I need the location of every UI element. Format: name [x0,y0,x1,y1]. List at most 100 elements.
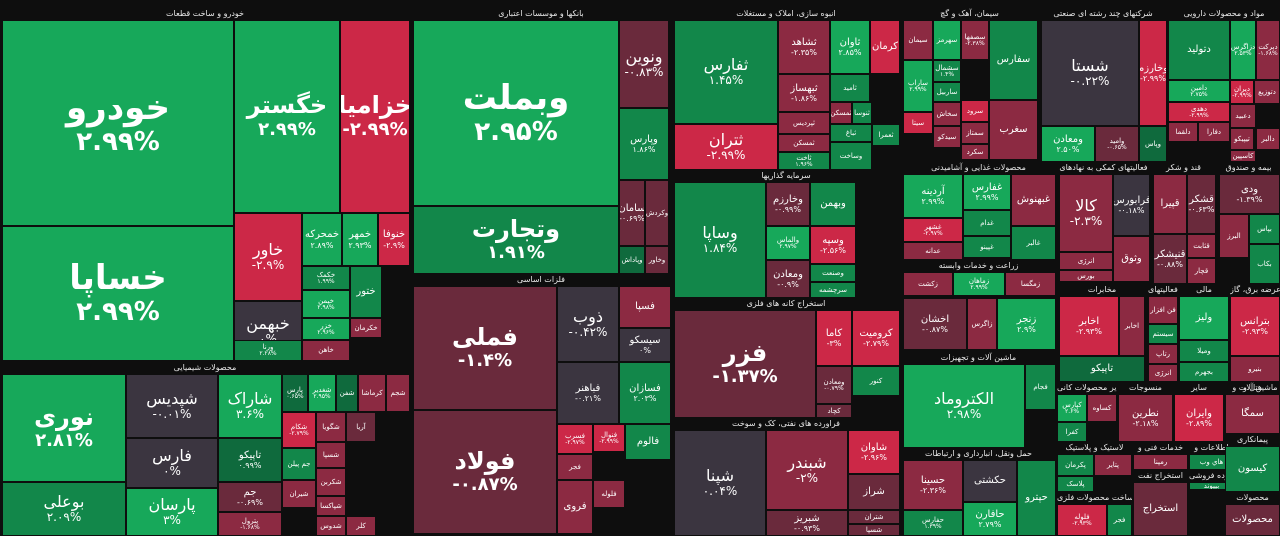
stock-tile[interactable]: سیسکو ۰% [619,328,671,362]
stock-tile[interactable]: قثابت [1187,234,1216,258]
stock-tile[interactable]: غالبر [1011,226,1056,260]
stock-tile[interactable]: سامان -۰.۶۹% [619,180,645,246]
stock-tile[interactable]: ورنا ۲.۲۸% [234,340,302,361]
stock-tile[interactable]: ودی -۱.۳۹% [1219,174,1280,214]
stock-tile[interactable]: خودرو ۲.۹۹% [2,20,234,226]
stock-tile[interactable]: پلاسک [1057,476,1094,492]
stock-tile[interactable]: سکرد [961,144,989,160]
stock-tile[interactable]: ومعادن ۲.۵۰% [1041,126,1095,162]
stock-tile[interactable]: فسرب -۲.۹۷% [557,424,593,454]
stock-tile[interactable]: بپاس [1249,214,1280,244]
stock-tile[interactable]: شجم [386,374,410,412]
stock-tile[interactable]: رتاپ [1148,344,1178,364]
stock-tile[interactable]: سرود [961,100,989,122]
stock-tile[interactable]: کرمان [870,20,900,74]
stock-tile[interactable]: ثبهساز -۱.۸۶% [778,74,830,112]
stock-tile[interactable]: ثنوسا [852,102,872,124]
stock-tile[interactable]: بکاب [1249,244,1280,284]
stock-tile[interactable]: شگویا [316,412,346,442]
stock-tile[interactable]: فنوال -۲.۹۹% [593,424,625,452]
stock-tile[interactable]: فسازان ۲.۰۳% [619,362,671,424]
stock-tile[interactable]: وایران -۲.۸۹% [1174,394,1224,442]
stock-tile[interactable]: وپاداش [619,246,645,274]
stock-tile[interactable]: پتایر [1094,454,1132,476]
stock-tile[interactable]: دعبید [1230,104,1256,128]
stock-tile[interactable]: شفن [336,374,358,412]
stock-tile[interactable]: پارس ۰.۶۵% [282,374,308,412]
stock-tile[interactable]: دفارا [1198,122,1230,142]
stock-tile[interactable]: غپینو [963,236,1011,258]
stock-tile[interactable]: پترول -۱.۶۸% [218,512,282,536]
stock-tile[interactable]: شپاکسا [316,496,346,516]
stock-tile[interactable]: خساپا ۲.۹۹% [2,226,234,361]
stock-tile[interactable]: ثعمرا [872,124,900,146]
stock-tile[interactable]: سغرب [989,100,1038,160]
stock-tile[interactable]: وامید -۰.۶۵% [1095,126,1139,162]
stock-tile[interactable]: دهدی -۲.۹۹% [1168,102,1230,122]
stock-tile[interactable]: ثمسکن [830,102,852,124]
stock-tile[interactable]: فملی -۱.۴% [413,286,557,410]
stock-tile[interactable]: غفارس ۲.۹۹% [963,174,1011,210]
stock-tile[interactable]: انرژی [1059,252,1113,270]
stock-tile[interactable]: ساربیل [933,82,961,102]
stock-tile[interactable]: خکمک ۱.۹۹% [302,266,350,290]
stock-tile[interactable]: سیتا [903,112,933,134]
stock-tile[interactable]: خمهر ۲.۹۳% [342,213,378,266]
stock-tile[interactable]: عدانه [903,242,963,260]
stock-tile[interactable]: خمحرکه ۲.۸۹% [302,213,342,266]
stock-tile[interactable]: شراز [848,474,900,510]
stock-tile[interactable]: ختور [350,266,382,318]
stock-tile[interactable]: ومعادن -۰.۹% [766,260,810,298]
stock-tile[interactable]: غدام [963,210,1011,236]
stock-tile[interactable]: خاهن [302,340,350,361]
stock-tile[interactable]: سهرمز [933,20,961,60]
stock-tile[interactable]: کاسپین [1230,150,1256,162]
stock-tile[interactable]: کلر [346,516,376,536]
stock-tile[interactable]: فلوله [593,480,625,508]
stock-tile[interactable]: سمتاز [961,122,989,144]
stock-tile[interactable]: قشکر -۰.۶۳% [1187,174,1216,234]
stock-tile[interactable]: زماهان ۲.۹۹% [953,272,1005,296]
stock-tile[interactable]: سمگا [1225,394,1280,434]
stock-tile[interactable]: جم -۰.۶۹% [218,482,282,512]
stock-tile[interactable]: خزامیا -۲.۹۹% [340,20,410,213]
stock-tile[interactable]: سرچشمه [810,282,856,298]
stock-tile[interactable]: فولاد -۰.۸۷% [413,410,557,534]
stock-tile[interactable]: شسپا [848,524,900,536]
stock-tile[interactable]: زمگسا [1005,272,1056,296]
stock-tile[interactable]: ولیز [1179,296,1229,340]
stock-tile[interactable]: شغدیر ۲.۹۵% [308,374,336,412]
stock-tile[interactable]: ومیلا [1179,340,1229,362]
stock-tile[interactable]: الکتروماد ۲.۹۸% [903,364,1025,448]
stock-tile[interactable]: شدوس [316,516,346,536]
stock-tile[interactable]: حافارن ۲.۷۹% [963,502,1017,536]
stock-tile[interactable]: بورس [1059,270,1113,282]
stock-tile[interactable]: سصفها -۲.۳۸% [961,20,989,60]
stock-tile[interactable]: کفرا [1057,422,1087,442]
stock-tile[interactable]: بترانس -۲.۹۳% [1230,296,1280,356]
stock-tile[interactable]: نطرین -۲.۱۸% [1118,394,1173,442]
stock-tile[interactable]: شبندر -۲% [766,430,848,510]
stock-tile[interactable]: شپنا ۰.۰۴% [674,430,766,536]
stock-tile[interactable]: فروی [557,480,593,534]
stock-tile[interactable]: دتوزیع [1254,80,1280,104]
stock-tile[interactable]: انرژی [1148,364,1178,382]
stock-tile[interactable]: ثتران -۲.۹۹% [674,124,778,170]
stock-tile[interactable]: شپدیس -۰.۰۱% [126,374,218,438]
stock-tile[interactable]: کپارس ۲.۶% [1057,394,1087,422]
stock-tile[interactable]: قپیرا [1153,174,1187,234]
stock-tile[interactable]: بوعلی ۲.۰۹% [2,482,126,536]
stock-tile[interactable]: بجهرم [1179,362,1229,382]
stock-tile[interactable]: وتجارت ۱.۹۱% [413,206,619,274]
stock-tile[interactable]: دلقما [1168,122,1198,142]
stock-tile[interactable]: پکرمان [1057,454,1094,476]
stock-tile[interactable]: والماس ۲.۹۷% [766,226,810,260]
stock-tile[interactable]: اخشان -۰.۸۷% [903,298,967,350]
stock-tile[interactable]: فارس ۰% [126,438,218,488]
stock-tile[interactable]: خزر ۲.۹۶% [302,318,350,340]
stock-tile[interactable]: خگستر ۲.۹۹% [234,20,340,213]
stock-tile[interactable]: خنوفا -۲.۹% [378,213,410,266]
stock-tile[interactable]: دالبر [1256,128,1280,150]
stock-tile[interactable]: سیمان [903,20,933,60]
stock-tile[interactable]: وپارس ۱.۸۶% [619,108,669,180]
